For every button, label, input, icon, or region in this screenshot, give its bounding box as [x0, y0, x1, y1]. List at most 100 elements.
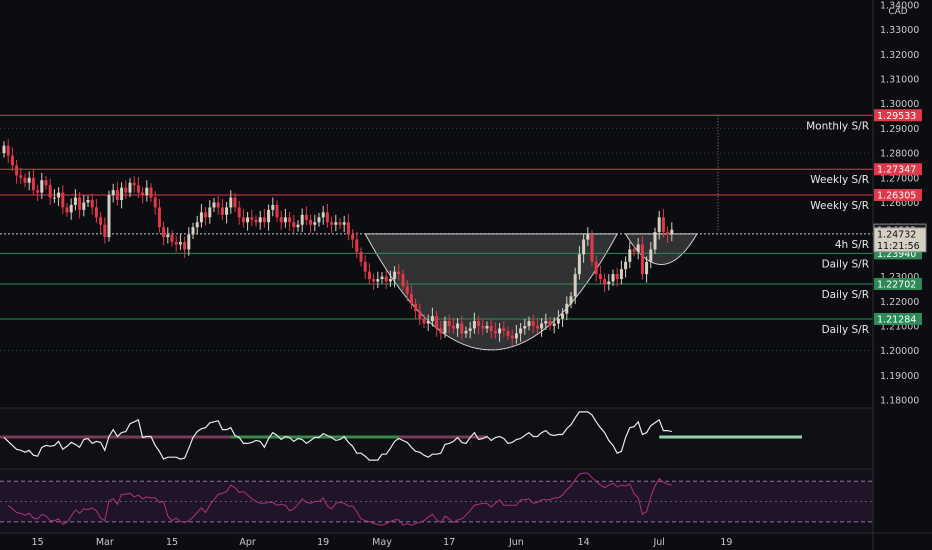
candle-body: [99, 217, 103, 225]
candle-body: [430, 316, 434, 322]
candle-body: [82, 202, 86, 210]
candle-body: [456, 323, 460, 329]
candle-body: [477, 321, 481, 326]
candle-body: [388, 279, 392, 282]
time-tick-label: 14: [578, 537, 590, 548]
candle-body: [472, 321, 476, 329]
candle-body: [111, 190, 115, 196]
candle-body: [107, 195, 111, 238]
candle-body: [283, 217, 287, 223]
sr-label: Weekly S/R: [810, 174, 869, 186]
candle-body: [636, 244, 640, 252]
candle-body: [519, 328, 523, 334]
candle-body: [527, 321, 531, 326]
candle-body: [632, 249, 636, 252]
candle-body: [309, 219, 313, 225]
price-tick-label: 1.21000: [880, 321, 919, 332]
candle-body: [414, 303, 418, 312]
candle-body: [31, 177, 35, 191]
candle-body: [561, 313, 565, 319]
candle-body: [514, 333, 518, 339]
candle-body: [136, 185, 140, 193]
candle-body: [296, 224, 300, 228]
candle-body: [569, 296, 573, 304]
candle-body: [204, 212, 208, 218]
candle-body: [405, 286, 409, 294]
candle-body: [485, 325, 489, 329]
candle-body: [254, 219, 258, 223]
candle-body: [27, 177, 31, 183]
candle-body: [199, 212, 203, 223]
candle-body: [439, 328, 443, 334]
candle-body: [531, 321, 535, 326]
candle-body: [317, 217, 321, 223]
candle-body: [52, 197, 56, 199]
candle-body: [346, 222, 350, 235]
candle-body: [460, 323, 464, 334]
candle-body: [372, 279, 376, 282]
candle-body: [493, 330, 497, 334]
candle-body: [275, 204, 279, 218]
sr-price-tag: [874, 163, 922, 176]
candle-body: [141, 192, 145, 196]
time-axis[interactable]: 15 Mar 15 Apr 19 May 17 Jun 14 Jul 19: [0, 532, 932, 548]
time-tick-label: 15: [32, 537, 44, 548]
candle-body: [73, 197, 77, 205]
price-axis[interactable]: 1.34000 1.33000 1.32000 1.31000 1.30000 1.290…: [872, 0, 932, 550]
candle-body: [367, 271, 371, 280]
price-tick-label: 1.32000: [880, 50, 919, 61]
price-tick-label: 1.31000: [880, 75, 919, 86]
sr-price-tag: [874, 188, 922, 201]
price-tick-label: 1.19000: [880, 371, 919, 382]
candle-body: [418, 311, 422, 319]
time-tick-label: Jun: [508, 537, 524, 548]
sr-price-value: 1.21284: [877, 314, 916, 325]
candle-body: [489, 325, 493, 331]
candle-body: [157, 207, 161, 228]
candle-body: [468, 328, 472, 331]
sr-price-value: 1.27347: [877, 165, 916, 176]
candle-body: [435, 316, 439, 329]
sr-price-value: 1.26305: [877, 190, 916, 201]
candle-body: [216, 202, 220, 208]
candle-body: [640, 244, 644, 275]
candle-body: [313, 222, 317, 225]
candle-body: [603, 279, 607, 284]
candle-body: [670, 229, 674, 235]
candle-body: [191, 227, 195, 235]
candle-body: [304, 214, 308, 220]
candle-body: [23, 177, 27, 183]
time-tick-label: 19: [317, 537, 329, 548]
sr-price-tag: [874, 277, 922, 290]
candle-body: [162, 227, 166, 238]
candle-body: [409, 293, 413, 304]
candle-body: [380, 276, 384, 280]
candle-body: [195, 222, 199, 228]
candle-body: [237, 207, 241, 218]
candle-body: [544, 321, 548, 324]
indicator-pane-2: 75.0050.0025.00: [0, 468, 932, 533]
candles: [2, 139, 674, 346]
candle-body: [565, 303, 569, 314]
candle-body: [262, 217, 266, 223]
time-tick-label: Apr: [239, 537, 256, 548]
candle-body: [115, 190, 119, 201]
candle-body: [573, 274, 577, 297]
candle-body: [422, 318, 426, 324]
candle-body: [451, 325, 455, 329]
time-tick-label: 19: [720, 537, 732, 548]
candle-body: [338, 222, 342, 225]
candle-body: [225, 207, 229, 215]
candle-body: [149, 187, 153, 198]
candle-body: [464, 330, 468, 334]
candle-body: [649, 249, 653, 262]
candle-body: [447, 321, 451, 326]
candle-body: [292, 222, 296, 228]
indicator-pane-1: 50.000000.00000-50.00000: [0, 407, 932, 469]
candle-body: [552, 323, 556, 326]
candle-body: [212, 202, 216, 208]
candle-body: [61, 192, 65, 208]
sr-label: Weekly S/R: [810, 200, 869, 212]
candle-body: [393, 271, 397, 280]
